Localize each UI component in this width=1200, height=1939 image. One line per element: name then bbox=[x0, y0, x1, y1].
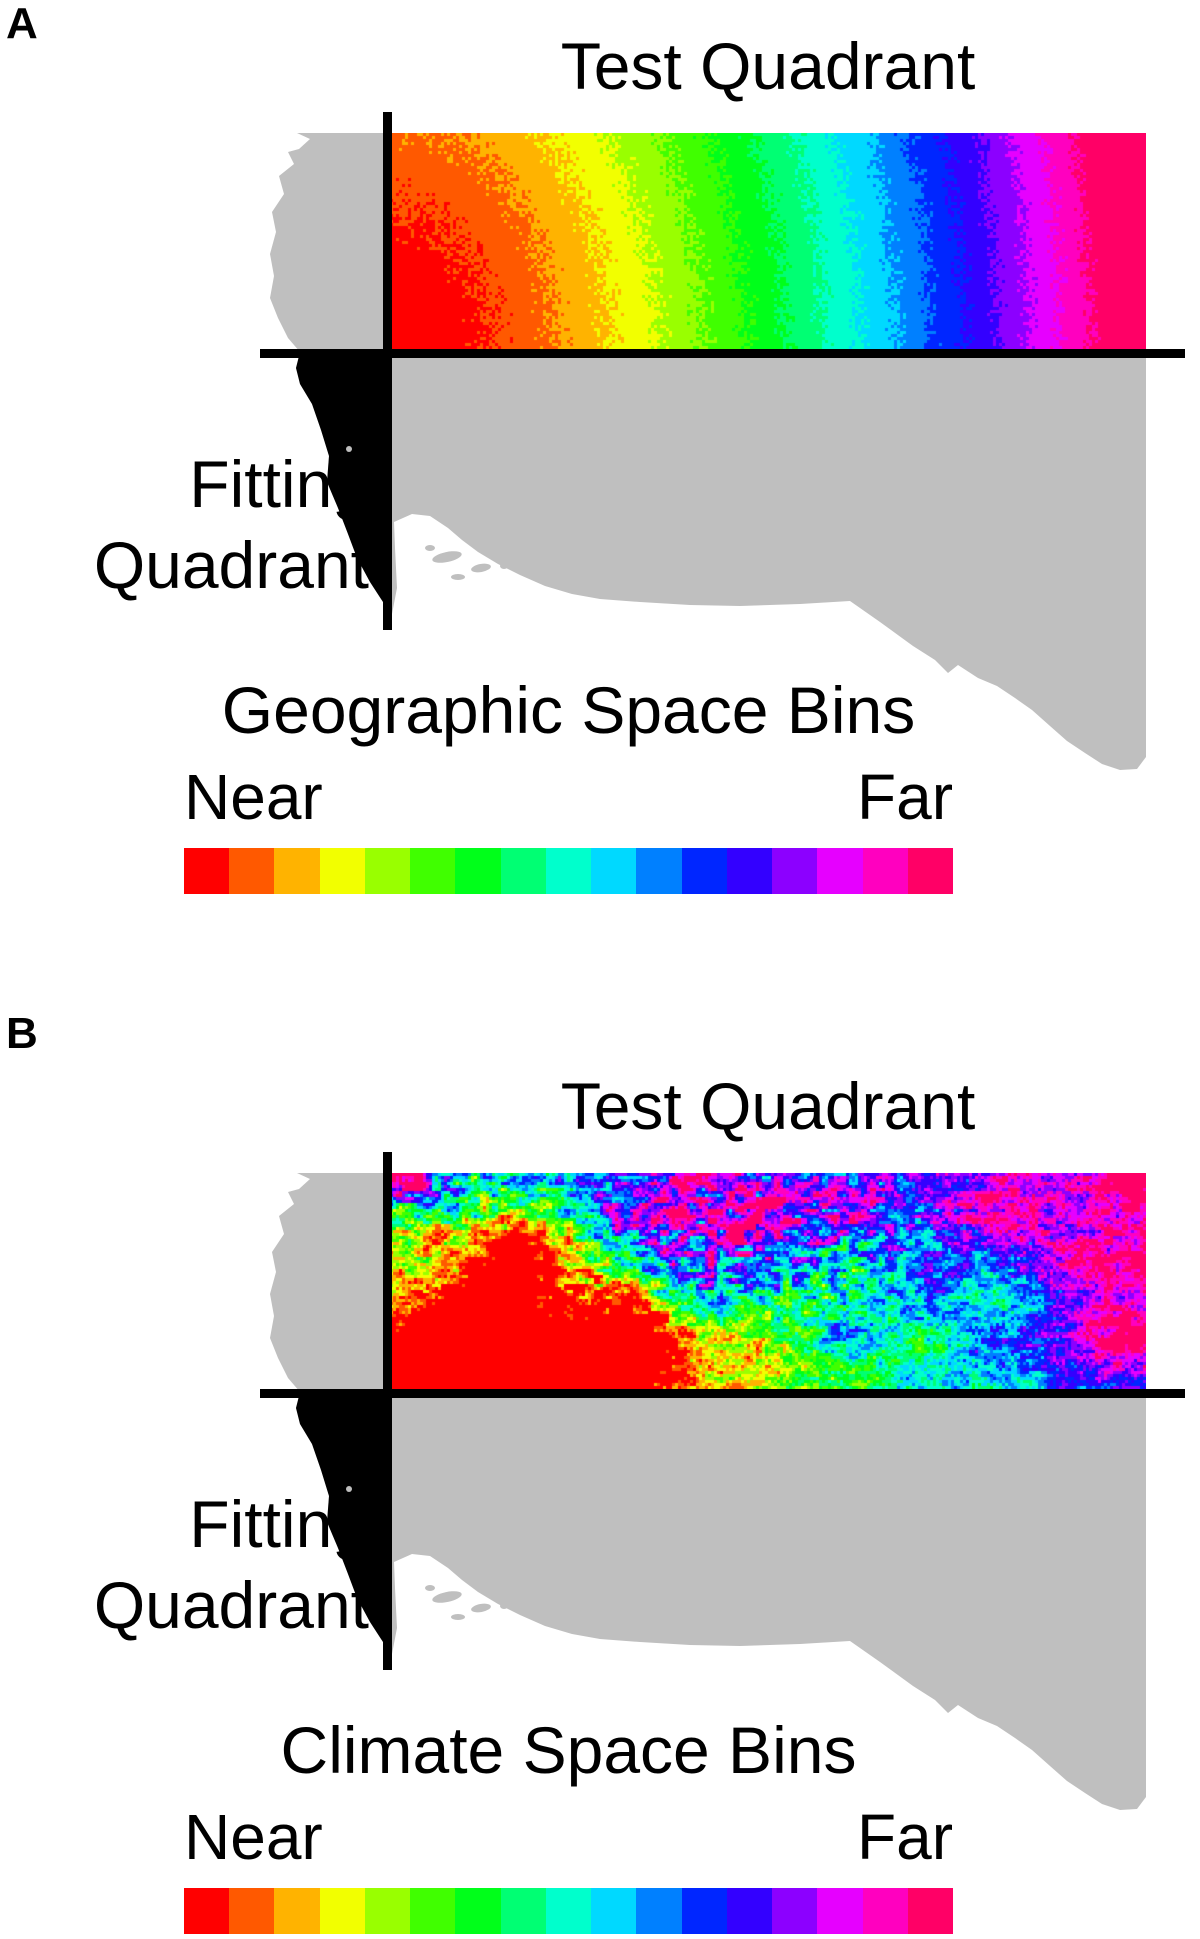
legend-title: Climate Space Bins bbox=[280, 1713, 857, 1787]
quadrant-vertical-axis bbox=[383, 112, 392, 630]
color-bin-segment bbox=[681, 848, 727, 894]
color-bin-segment bbox=[319, 848, 365, 894]
color-bin-segment bbox=[907, 848, 953, 894]
color-bin-segment bbox=[726, 848, 773, 894]
color-bin-segment bbox=[636, 848, 682, 894]
color-bin-segment bbox=[410, 848, 456, 894]
color-bin-segment bbox=[364, 848, 411, 894]
color-bin-segment bbox=[455, 848, 501, 894]
fitting-quadrant-line1: Fitting bbox=[189, 1487, 369, 1561]
test-quadrant-title: Test Quadrant bbox=[560, 29, 976, 103]
color-bin-segment bbox=[500, 1888, 546, 1934]
quadrant-horizontal-axis bbox=[260, 349, 1185, 358]
color-bin-segment bbox=[229, 1888, 275, 1934]
color-bin-segment bbox=[184, 848, 230, 894]
color-bin-segment bbox=[862, 848, 908, 894]
color-bin-segment bbox=[862, 1888, 908, 1934]
color-bin-segment bbox=[545, 1888, 592, 1934]
fitting-quadrant-label: Fitting Quadrant bbox=[0, 444, 369, 606]
color-bin-segment bbox=[636, 1888, 682, 1934]
color-bin-segment bbox=[591, 1888, 637, 1934]
panel-letter: B bbox=[6, 1009, 38, 1058]
near-label: Near bbox=[184, 1801, 323, 1873]
legend-title: Geographic Space Bins bbox=[221, 673, 916, 747]
test-quadrant-title: Test Quadrant bbox=[560, 1069, 976, 1143]
distance-color-bar bbox=[184, 1888, 953, 1934]
color-bin-segment bbox=[274, 1888, 320, 1934]
near-label: Near bbox=[184, 761, 323, 833]
quadrant-vertical-axis bbox=[383, 1152, 392, 1670]
test-quadrant-bins-canvas-a bbox=[390, 133, 1146, 349]
quadrant-horizontal-axis bbox=[260, 1389, 1185, 1398]
color-bin-segment bbox=[726, 1888, 773, 1934]
color-bin-segment bbox=[591, 848, 637, 894]
color-bin-segment bbox=[455, 1888, 501, 1934]
panel-letter: A bbox=[6, 0, 38, 48]
color-bin-segment bbox=[184, 1888, 230, 1934]
color-bin-segment bbox=[907, 1888, 953, 1934]
color-bin-segment bbox=[410, 1888, 456, 1934]
far-label: Far bbox=[857, 761, 953, 833]
far-label: Far bbox=[857, 1801, 953, 1873]
color-bin-segment bbox=[229, 848, 275, 894]
color-bin-segment bbox=[274, 848, 320, 894]
fitting-quadrant-line2: Quadrant bbox=[93, 528, 369, 602]
color-bin-segment bbox=[817, 1888, 863, 1934]
panel-a: A Test Quadrant Fitting Quadrant Geograp… bbox=[0, 0, 1200, 900]
color-bin-segment bbox=[545, 848, 592, 894]
fitting-quadrant-label: Fitting Quadrant bbox=[0, 1484, 369, 1646]
color-bin-segment bbox=[364, 1888, 411, 1934]
fitting-quadrant-line1: Fitting bbox=[189, 447, 369, 521]
near-far-row: Near Far bbox=[184, 761, 953, 833]
distance-color-bar bbox=[184, 848, 953, 894]
fitting-quadrant-line2: Quadrant bbox=[93, 1568, 369, 1642]
color-bin-segment bbox=[500, 848, 546, 894]
color-bin-segment bbox=[772, 848, 818, 894]
color-bin-segment bbox=[772, 1888, 818, 1934]
test-quadrant-bins-canvas-b bbox=[390, 1173, 1146, 1389]
color-bin-segment bbox=[817, 848, 863, 894]
color-bin-segment bbox=[319, 1888, 365, 1934]
panel-b: B Test Quadrant Fitting Quadrant Climate… bbox=[0, 1012, 1200, 1939]
near-far-row: Near Far bbox=[184, 1801, 953, 1873]
color-bin-segment bbox=[681, 1888, 727, 1934]
